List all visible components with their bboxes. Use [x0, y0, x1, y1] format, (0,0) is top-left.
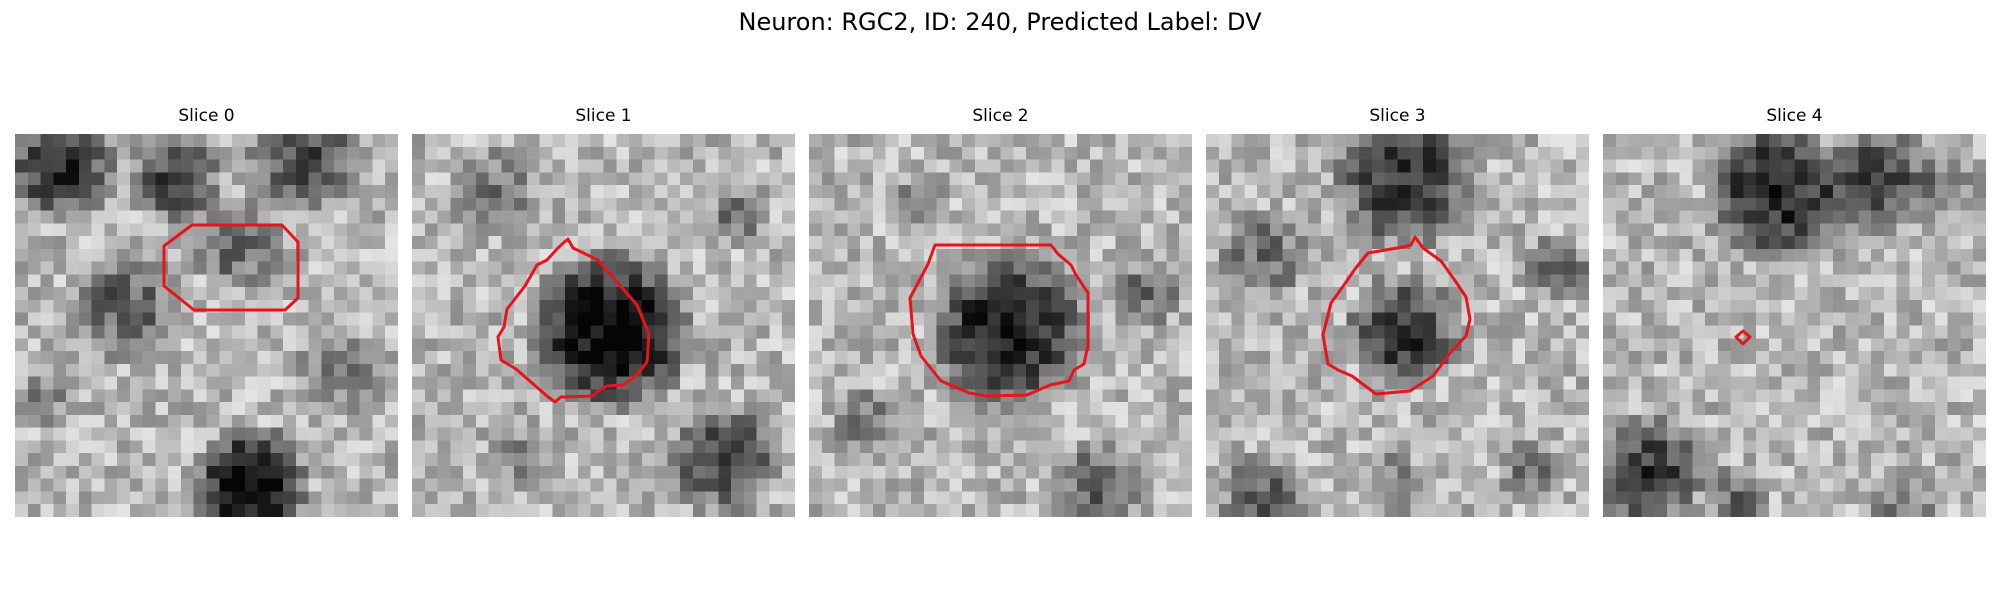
slice-title: Slice 3 [1369, 106, 1426, 126]
slice-image [1603, 134, 1986, 517]
figure-title: Neuron: RGC2, ID: 240, Predicted Label: … [738, 8, 1262, 36]
cell-contour [908, 243, 1090, 398]
slice-title: Slice 4 [1766, 106, 1823, 126]
slice-image [412, 134, 795, 517]
slice-title: Slice 0 [178, 106, 235, 126]
slice-image [15, 134, 398, 517]
cell-contour-overlay [162, 223, 300, 312]
cell-contour [496, 237, 651, 404]
slice-title: Slice 2 [972, 106, 1029, 126]
cell-contour-overlay [908, 243, 1090, 398]
cell-contour-overlay [1734, 329, 1752, 346]
cell-contour-overlay [1321, 235, 1472, 396]
cell-contour [162, 223, 300, 312]
slice-image [809, 134, 1192, 517]
cell-contour [1321, 235, 1472, 396]
slice-title: Slice 1 [575, 106, 632, 126]
cell-contour-overlay [496, 237, 651, 404]
cell-contour [1734, 329, 1752, 346]
slice-image [1206, 134, 1589, 517]
